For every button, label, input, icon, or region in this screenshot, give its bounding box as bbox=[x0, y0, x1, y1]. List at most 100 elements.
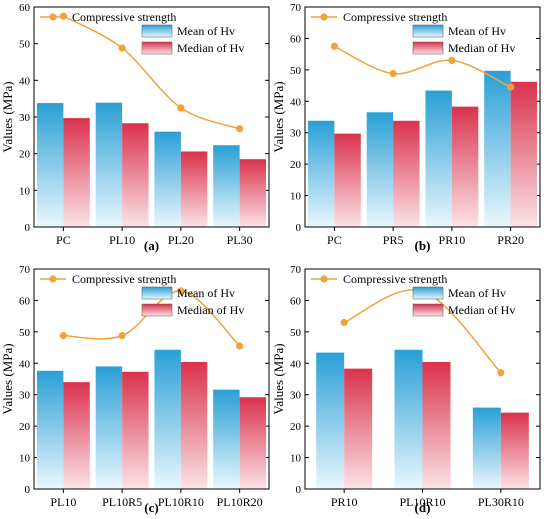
y-tick-label: 20 bbox=[19, 149, 31, 161]
compressive-strength-line bbox=[334, 45, 511, 88]
bar-median-PL10R5 bbox=[122, 371, 149, 489]
bar-median-PL10 bbox=[63, 382, 90, 489]
bar-median-PR10 bbox=[344, 368, 373, 489]
x-tick-label: PL30R10 bbox=[478, 495, 524, 509]
legend-line-marker bbox=[320, 13, 328, 21]
x-tick-label: PL20 bbox=[168, 233, 194, 247]
y-tick-label: 40 bbox=[19, 358, 31, 370]
y-tick-label: 70 bbox=[290, 264, 302, 276]
compressive-strength-point-PL10 bbox=[59, 332, 67, 340]
bar-mean-PL10R20 bbox=[213, 389, 240, 489]
compressive-strength-point-PR5 bbox=[389, 70, 397, 78]
bar-mean-PL20 bbox=[154, 131, 181, 227]
y-tick-label: 20 bbox=[290, 159, 302, 171]
x-tick-label: PR20 bbox=[497, 233, 524, 247]
legend-mean: Mean of Hv bbox=[177, 286, 235, 300]
bar-median-PC bbox=[63, 118, 90, 227]
compressive-strength-point-PL10R5 bbox=[118, 332, 126, 340]
bar-median-PR5 bbox=[393, 120, 420, 227]
bar-mean-PL10R10 bbox=[394, 349, 423, 489]
legend-median-swatch bbox=[141, 303, 173, 317]
chart-panel-2: 0 10 20 30 40 50 60 70 Values (MPa) PC PR5 PR10 PR20… bbox=[271, 2, 541, 253]
y-tick-label: 20 bbox=[19, 421, 31, 433]
bar-median-PL30 bbox=[239, 159, 267, 227]
chart-panel-4: 0 10 20 30 40 50 60 70 Values (MPa) PR10 PL10R10 PL… bbox=[271, 264, 541, 515]
y-tick-label: 10 bbox=[290, 191, 302, 203]
x-tick-label: PR5 bbox=[383, 233, 404, 247]
legend-line-marker bbox=[320, 275, 328, 283]
x-tick-label: PR10 bbox=[331, 495, 358, 509]
bar-median-PC bbox=[334, 133, 361, 227]
x-tick-label: PC bbox=[56, 233, 71, 247]
legend-compressive-strength: Compressive strength bbox=[343, 10, 447, 24]
bar-mean-PR10 bbox=[316, 352, 345, 489]
y-tick-label: 20 bbox=[290, 421, 302, 433]
bar-mean-PL10 bbox=[95, 102, 123, 227]
compressive-strength-point-PL10R10 bbox=[177, 287, 185, 295]
compressive-strength-point-PL30 bbox=[236, 125, 244, 133]
legend-mean-swatch bbox=[412, 286, 444, 300]
x-tick-label: PL10R10 bbox=[158, 495, 204, 509]
bar-median-PL30R10 bbox=[500, 412, 529, 489]
y-tick-label: 60 bbox=[290, 295, 302, 307]
y-tick-label: 70 bbox=[290, 2, 302, 14]
y-tick-label: 60 bbox=[290, 33, 302, 45]
bar-median-PR20 bbox=[510, 81, 538, 227]
x-tick-label: PL10R5 bbox=[102, 495, 142, 509]
compressive-strength-point-PL30R10 bbox=[497, 369, 505, 377]
panel-label: (a) bbox=[144, 238, 159, 253]
y-tick-label: 50 bbox=[19, 39, 31, 51]
bar-mean-PR20 bbox=[484, 70, 511, 227]
plot-frame bbox=[304, 268, 541, 490]
legend-median: Median of Hv bbox=[448, 41, 515, 55]
chart-panel-3: 0 10 20 30 40 50 60 70 Values (MPa) PL10 PL10R5 PL1… bbox=[0, 264, 270, 515]
compressive-strength-point-PC bbox=[59, 12, 67, 20]
x-tick-label: PL30 bbox=[227, 233, 253, 247]
y-tick-label: 40 bbox=[290, 358, 302, 370]
y-tick-label: 40 bbox=[290, 96, 302, 108]
plot-frame bbox=[304, 6, 541, 228]
compressive-strength-point-PR10 bbox=[340, 318, 348, 327]
legend-compressive-strength: Compressive strength bbox=[72, 272, 176, 286]
compressive-strength-point-PC bbox=[330, 42, 338, 50]
bar-mean-PL10R5 bbox=[95, 366, 123, 489]
y-tick-label: 30 bbox=[290, 390, 302, 402]
bar-median-PL20 bbox=[180, 151, 208, 227]
y-axis-label: Values (MPa) bbox=[271, 343, 286, 414]
bar-mean-PL30R10 bbox=[472, 407, 501, 489]
y-tick-label: 30 bbox=[290, 128, 302, 140]
legend-median: Median of Hv bbox=[177, 41, 244, 55]
plot-frame bbox=[33, 268, 270, 490]
legend-mean: Mean of Hv bbox=[177, 24, 235, 38]
bar-median-PL10R10 bbox=[180, 362, 208, 489]
bar-mean-PR5 bbox=[366, 112, 394, 227]
bar-mean-PR10 bbox=[425, 90, 452, 227]
chart-panel-1: 0 10 20 30 40 50 60 Values (MPa) PC PL10 PL20 PL30 C… bbox=[0, 2, 270, 253]
y-axis-label: Values (MPa) bbox=[271, 81, 286, 152]
x-tick-label: PL10 bbox=[50, 495, 76, 509]
bar-median-PL10 bbox=[122, 123, 149, 227]
y-tick-label: 30 bbox=[19, 112, 31, 124]
y-tick-label: 60 bbox=[19, 295, 31, 307]
x-tick-label: PR10 bbox=[439, 233, 466, 247]
x-tick-label: PL10R20 bbox=[217, 495, 263, 509]
compressive-strength-point-PL20 bbox=[177, 104, 185, 112]
compressive-strength-point-PL10R20 bbox=[236, 342, 244, 350]
y-tick-label: 50 bbox=[290, 327, 302, 339]
legend-median: Median of Hv bbox=[177, 303, 244, 317]
panel-label: (c) bbox=[144, 500, 158, 515]
y-axis-label: Values (MPa) bbox=[0, 81, 15, 152]
plot-frame bbox=[33, 6, 270, 228]
compressive-strength-line bbox=[63, 15, 240, 130]
x-tick-label: PL10R10 bbox=[399, 495, 445, 509]
bar-mean-PC bbox=[307, 120, 335, 227]
legend-mean-swatch bbox=[412, 24, 444, 38]
legend-median-swatch bbox=[141, 41, 173, 55]
legend-mean: Mean of Hv bbox=[448, 286, 506, 300]
bar-median-PL10R10 bbox=[422, 362, 451, 489]
